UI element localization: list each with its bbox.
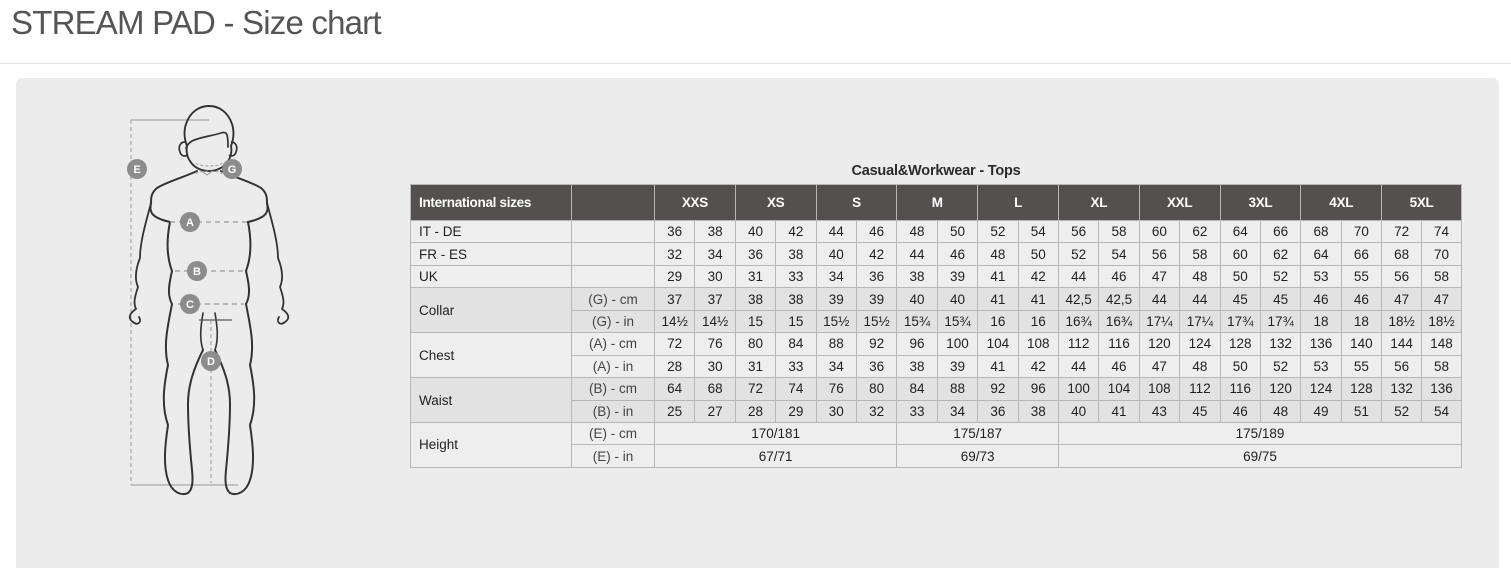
svg-text:G: G — [228, 164, 237, 176]
svg-text:C: C — [186, 299, 194, 311]
svg-text:E: E — [133, 164, 140, 176]
svg-text:B: B — [193, 266, 201, 278]
svg-text:A: A — [186, 217, 194, 229]
svg-text:D: D — [207, 356, 215, 368]
